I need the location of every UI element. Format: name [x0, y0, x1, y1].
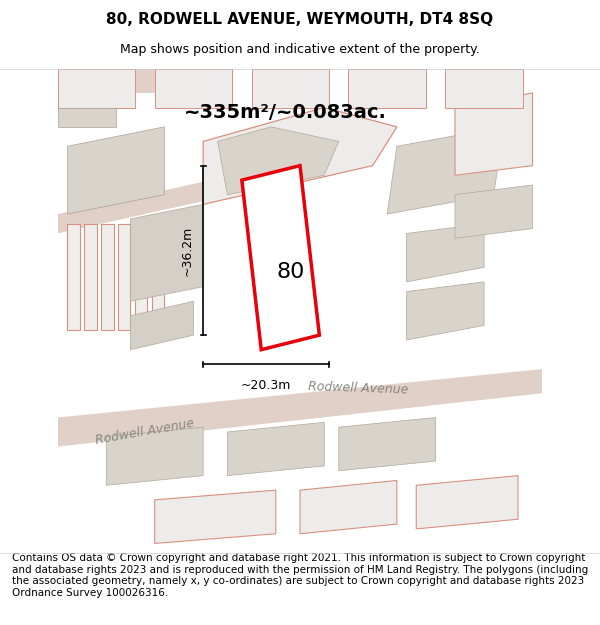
- Polygon shape: [58, 166, 276, 233]
- Polygon shape: [67, 224, 80, 330]
- Text: 80, RODWELL AVENUE, WEYMOUTH, DT4 8SQ: 80, RODWELL AVENUE, WEYMOUTH, DT4 8SQ: [106, 12, 494, 27]
- Polygon shape: [67, 127, 164, 214]
- Polygon shape: [407, 224, 484, 282]
- Text: ~20.3m: ~20.3m: [241, 379, 291, 392]
- Polygon shape: [251, 69, 329, 108]
- Polygon shape: [339, 418, 436, 471]
- Polygon shape: [218, 127, 339, 195]
- Polygon shape: [242, 166, 319, 350]
- Polygon shape: [58, 69, 136, 108]
- Polygon shape: [349, 69, 426, 108]
- Polygon shape: [455, 185, 533, 238]
- Polygon shape: [85, 224, 97, 330]
- Polygon shape: [58, 369, 542, 446]
- Polygon shape: [58, 107, 116, 127]
- Text: Rodwell Avenue: Rodwell Avenue: [308, 380, 409, 397]
- Polygon shape: [130, 301, 193, 350]
- Polygon shape: [152, 224, 164, 330]
- Polygon shape: [416, 476, 518, 529]
- Polygon shape: [407, 282, 484, 340]
- Polygon shape: [155, 490, 276, 543]
- Polygon shape: [445, 69, 523, 108]
- Polygon shape: [155, 69, 232, 108]
- Text: ~335m²/~0.083ac.: ~335m²/~0.083ac.: [184, 103, 387, 122]
- Polygon shape: [300, 481, 397, 534]
- Polygon shape: [136, 224, 148, 330]
- Text: 80: 80: [276, 262, 305, 282]
- Polygon shape: [106, 428, 203, 485]
- Text: Rodwell Avenue: Rodwell Avenue: [95, 417, 196, 447]
- Polygon shape: [130, 204, 203, 301]
- Text: ~36.2m: ~36.2m: [181, 225, 193, 276]
- Polygon shape: [387, 127, 503, 214]
- Polygon shape: [58, 69, 203, 93]
- Polygon shape: [227, 422, 324, 476]
- Polygon shape: [203, 107, 397, 204]
- Text: Map shows position and indicative extent of the property.: Map shows position and indicative extent…: [120, 43, 480, 56]
- Text: Contains OS data © Crown copyright and database right 2021. This information is : Contains OS data © Crown copyright and d…: [12, 553, 588, 598]
- Polygon shape: [118, 224, 130, 330]
- Polygon shape: [101, 224, 113, 330]
- Polygon shape: [455, 93, 533, 175]
